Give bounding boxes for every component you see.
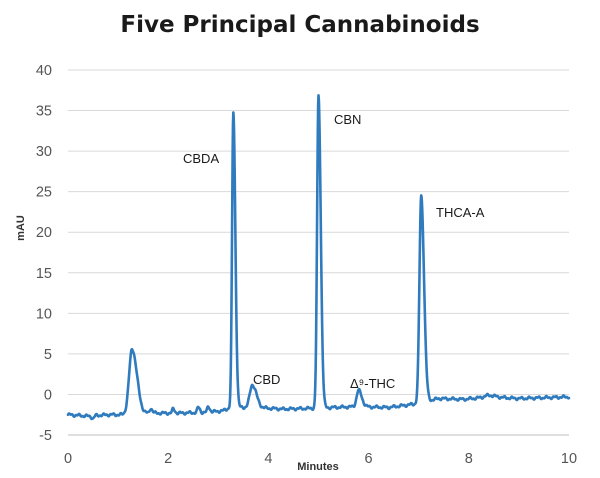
y-tick-label: 5 <box>44 347 52 363</box>
y-tick-label: -5 <box>39 428 52 444</box>
chromatogram-trace <box>66 93 571 421</box>
x-tick-label: 2 <box>164 451 172 467</box>
y-tick-label: 40 <box>36 63 52 79</box>
x-tick-label: 8 <box>465 451 473 467</box>
y-axis-title: mAU <box>15 215 27 241</box>
x-tick-label: 10 <box>561 451 577 467</box>
y-tick-label: 35 <box>36 104 52 120</box>
y-tick-label: 10 <box>36 306 52 322</box>
x-tick-label: 6 <box>365 451 373 467</box>
y-tick-label: 25 <box>36 185 52 201</box>
x-tick-label: 4 <box>264 451 272 467</box>
peak-label: CBN <box>334 112 361 127</box>
y-tick-label: 0 <box>44 387 52 403</box>
peak-label: THCA-A <box>436 205 485 220</box>
peak-label: CBDA <box>183 151 219 166</box>
x-axis-title: Minutes <box>297 461 339 473</box>
y-tick-label: 15 <box>36 266 52 282</box>
y-tick-label: 20 <box>36 225 52 241</box>
y-tick-label: 30 <box>36 144 52 160</box>
x-tick-label: 0 <box>64 451 72 467</box>
chart-title: Five Principal Cannabinoids <box>120 12 480 38</box>
peak-label: CBD <box>253 372 280 387</box>
peak-label: Δ⁹-THC <box>350 376 395 391</box>
